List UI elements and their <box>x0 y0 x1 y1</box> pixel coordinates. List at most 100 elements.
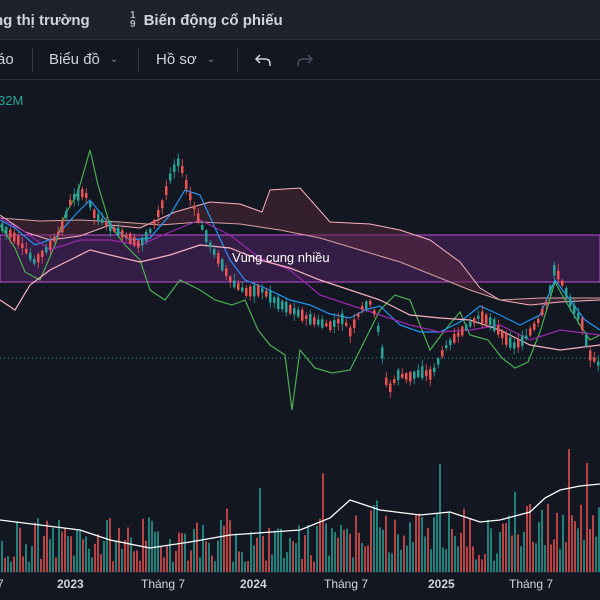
ichimoku-cloud <box>0 188 600 305</box>
candle <box>505 333 508 345</box>
volume-bar <box>1 540 3 572</box>
volume-bar <box>232 561 234 572</box>
top-navigation-bar: ng thị trường 1 9 Biến động cổ phiếu <box>0 0 600 40</box>
undo-button[interactable] <box>254 40 272 79</box>
volume-bar <box>61 531 63 572</box>
candle <box>145 231 148 242</box>
candle <box>81 189 84 198</box>
candle <box>433 367 436 372</box>
candle <box>437 358 440 365</box>
candle <box>45 247 48 253</box>
candle <box>409 372 412 382</box>
candle <box>549 285 552 292</box>
candle <box>445 345 448 348</box>
volume-bar <box>115 540 117 572</box>
redo-button[interactable] <box>296 40 314 79</box>
candle <box>565 288 568 297</box>
volume-bar <box>595 536 597 572</box>
candle <box>333 320 336 327</box>
volume-bar <box>280 528 282 572</box>
volume-bar <box>16 521 18 572</box>
cloud-fill <box>0 188 600 305</box>
volume-bar <box>25 544 27 572</box>
volume-bar <box>109 518 111 572</box>
candle <box>97 214 100 222</box>
volume-bar <box>52 527 54 572</box>
candle <box>469 321 472 327</box>
volume-bar <box>223 525 225 572</box>
chevron-down-icon: ⌄ <box>206 54 216 65</box>
chart-dropdown-label: Biểu đồ <box>49 51 100 68</box>
candle <box>21 243 24 249</box>
candle <box>69 199 72 206</box>
price-chart[interactable]: Vùng cung nhiều 7 2023 Tháng 7 2024 Thán… <box>0 80 600 600</box>
candle <box>13 232 16 242</box>
candle <box>337 318 340 324</box>
volume-bar <box>427 528 429 572</box>
candle <box>413 371 416 379</box>
candle <box>537 318 540 323</box>
candle <box>493 319 496 331</box>
volume-bar <box>40 558 42 572</box>
candle <box>541 309 544 316</box>
volume-bar <box>526 506 528 572</box>
volume-bar <box>541 509 543 572</box>
candle <box>585 334 588 347</box>
candle <box>513 342 516 349</box>
volume-bar <box>490 528 492 572</box>
volume-bar <box>568 449 570 572</box>
tab-market-movement[interactable]: ng thị trường <box>0 0 90 40</box>
volume-bar <box>496 553 498 572</box>
volume-bar <box>532 541 534 572</box>
candle <box>477 315 480 319</box>
volume-bar <box>139 560 141 572</box>
volume-bar <box>538 522 540 572</box>
candle <box>525 335 528 339</box>
candle <box>153 219 156 225</box>
volume-bar <box>436 513 438 572</box>
moving-average-line <box>0 244 600 351</box>
candle <box>257 285 260 296</box>
volume-bar <box>481 559 483 572</box>
candle <box>393 379 396 383</box>
volume-bar <box>190 550 192 572</box>
volume-bar <box>598 507 600 572</box>
profile-dropdown-button[interactable]: Hồ sơ ⌄ <box>156 40 215 79</box>
candle <box>289 305 292 314</box>
volume-bar <box>79 530 81 572</box>
volume-bar <box>241 552 243 572</box>
volume-bar <box>520 546 522 572</box>
candle <box>569 296 572 307</box>
tenkan-line <box>0 189 600 333</box>
volume-bar <box>277 528 279 572</box>
candle <box>497 325 500 335</box>
candle <box>29 252 32 260</box>
volume-bar <box>412 542 414 572</box>
volume-bar <box>589 528 591 572</box>
volume-bar <box>340 524 342 572</box>
volume-bar <box>337 537 339 572</box>
candle <box>57 231 60 235</box>
volume-bar <box>247 561 249 572</box>
report-button[interactable]: áo <box>0 40 14 79</box>
volume-bar <box>106 520 108 572</box>
volume-bar <box>37 518 39 572</box>
tab-stock-movers[interactable]: 1 9 Biến động cổ phiếu <box>130 0 283 40</box>
volume-bar <box>352 557 354 572</box>
candle <box>417 370 420 377</box>
volume-bar <box>391 553 393 572</box>
price-candles <box>1 153 600 399</box>
candle <box>261 288 264 293</box>
chevron-down-icon: ⌄ <box>109 54 119 65</box>
volume-bar <box>157 531 159 572</box>
chart-dropdown-button[interactable]: Biểu đồ ⌄ <box>49 40 118 79</box>
volume-bar <box>220 519 222 572</box>
x-axis-labels: 7 2023 Tháng 7 2024 Tháng 7 2025 Tháng 7 <box>0 577 553 591</box>
volume-bar <box>142 518 144 572</box>
candle <box>453 334 456 343</box>
volume-bars <box>1 449 600 572</box>
candle <box>293 308 296 315</box>
candle <box>65 211 68 218</box>
volume-bar <box>163 557 165 572</box>
volume-bar <box>91 557 93 572</box>
